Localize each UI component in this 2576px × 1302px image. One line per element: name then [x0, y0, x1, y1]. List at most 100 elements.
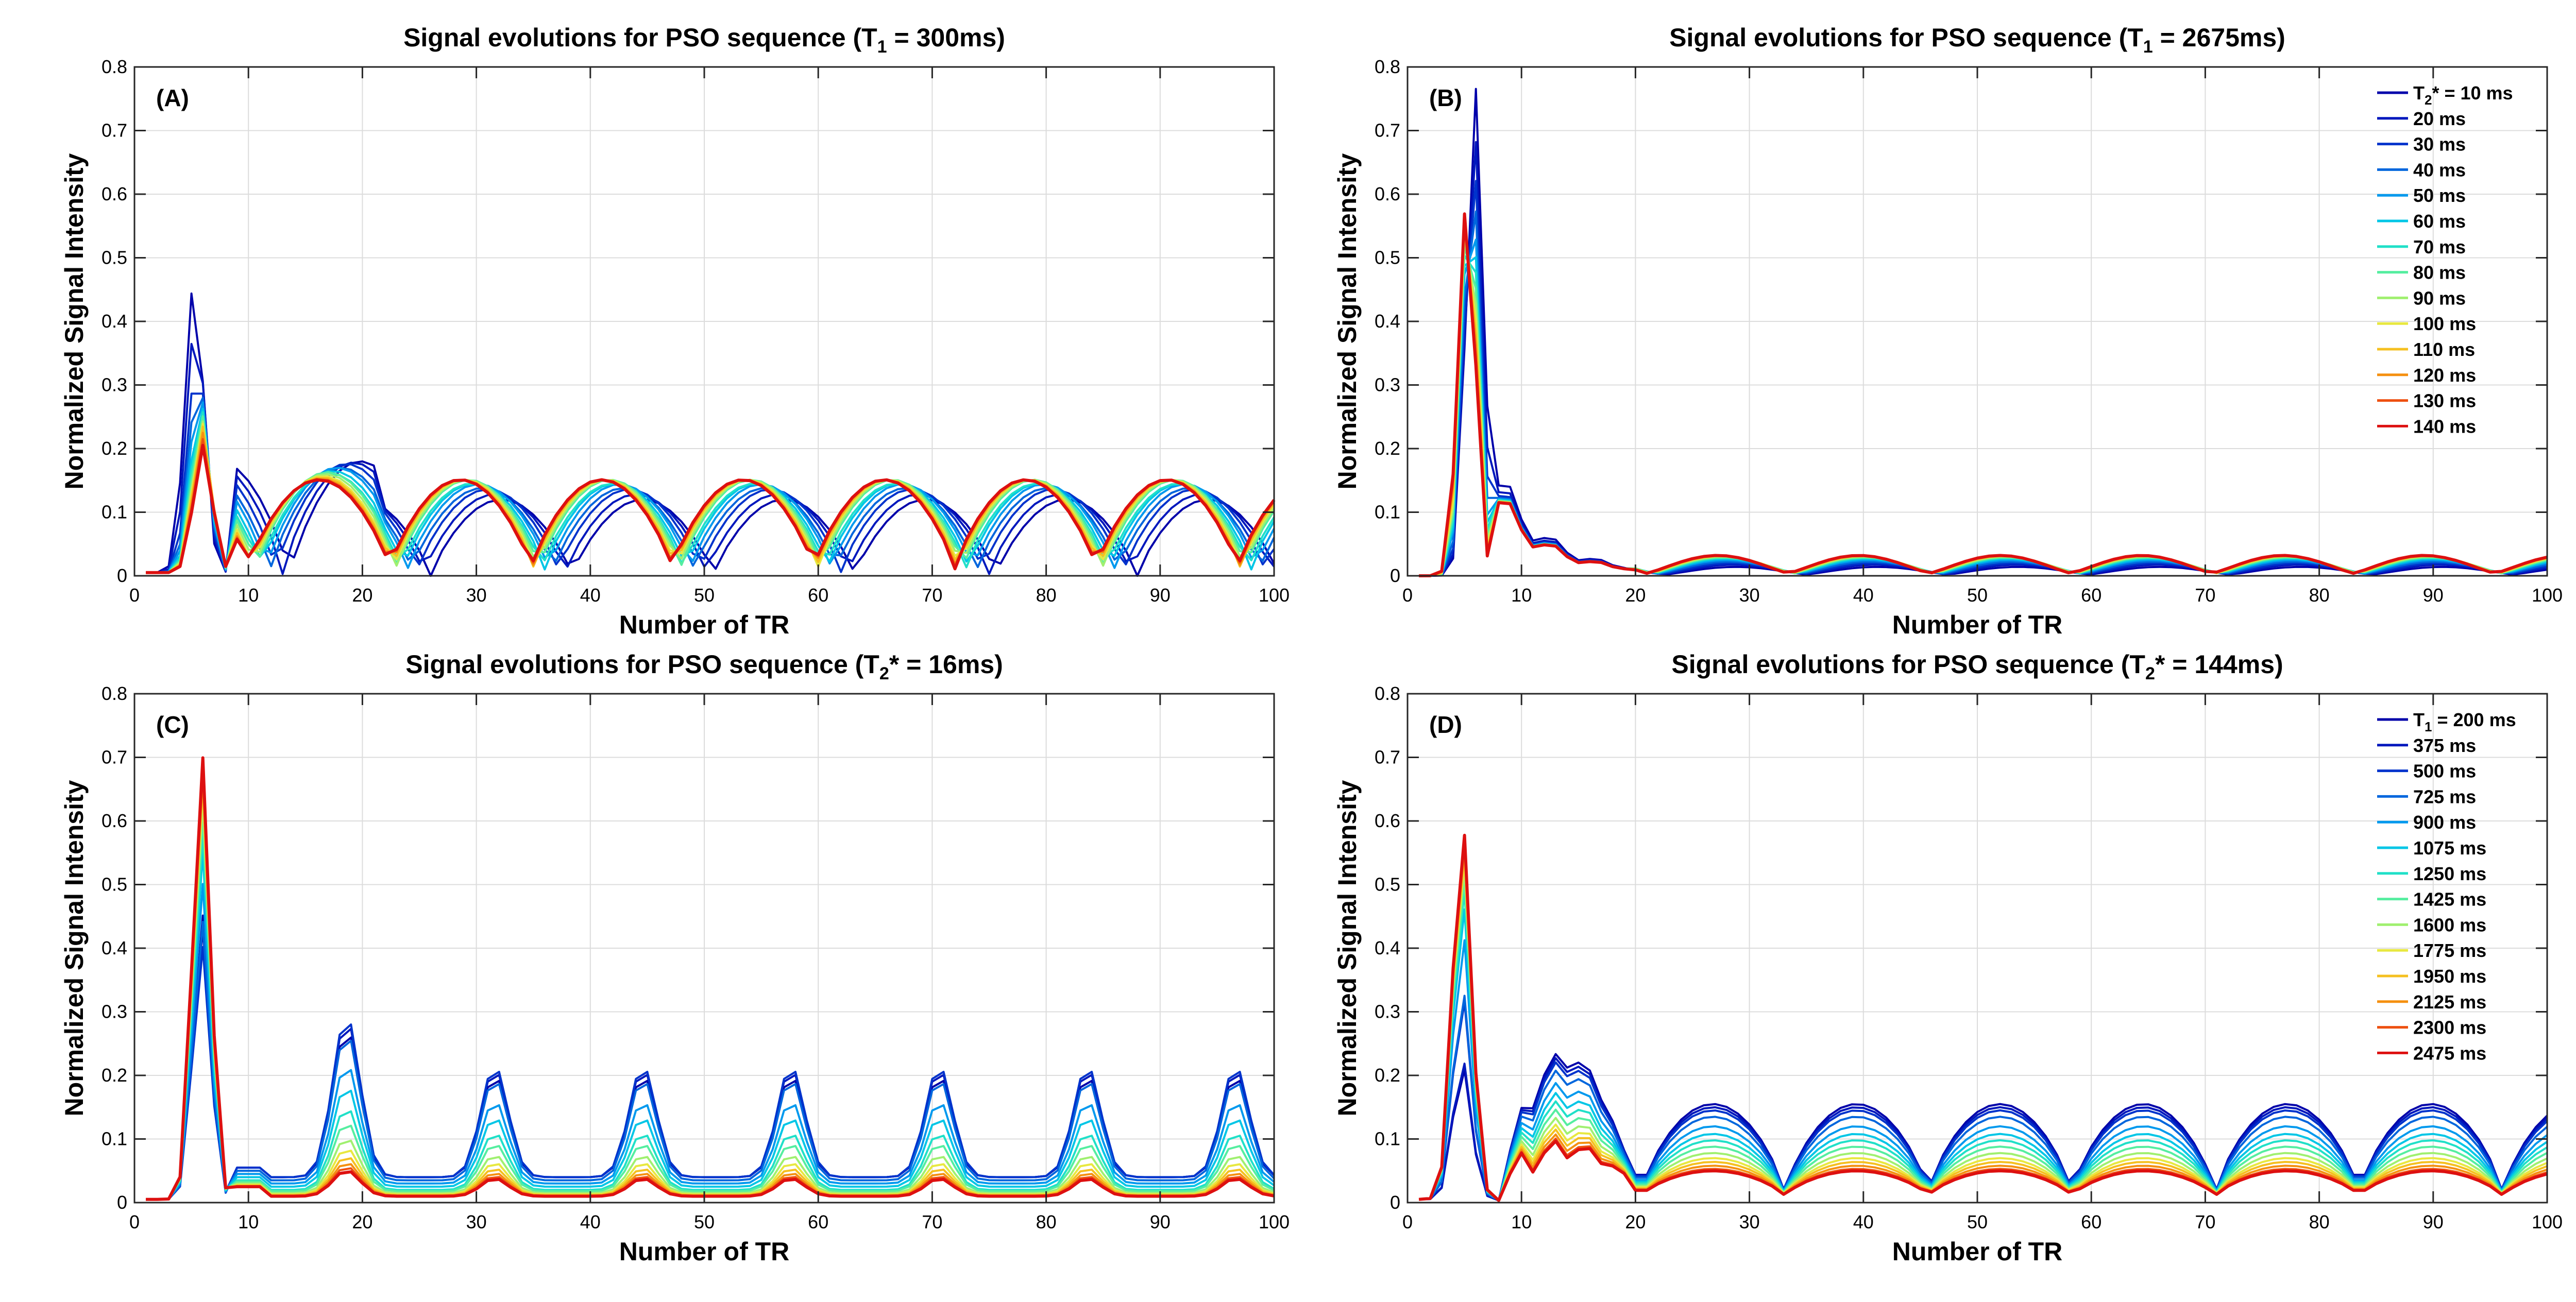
legend-entry: 130 ms — [2413, 390, 2476, 412]
chart-title: Signal evolutions for PSO sequence (T2* … — [405, 650, 1003, 683]
y-tick-label: 0.2 — [1375, 1065, 1400, 1086]
y-tick-label: 0.7 — [101, 747, 127, 768]
y-tick-label: 0 — [1390, 1192, 1400, 1213]
x-axis-label: Number of TR — [1892, 610, 2063, 639]
x-tick-label: 20 — [352, 1211, 372, 1232]
y-tick-label: 0.3 — [101, 1001, 127, 1022]
y-tick-label: 0.4 — [1375, 311, 1400, 332]
x-tick-label: 60 — [808, 585, 828, 606]
series-line — [1418, 889, 2548, 1202]
series-line — [146, 756, 1275, 1201]
legend-entry: 900 ms — [2413, 812, 2476, 833]
y-tick-label: 0 — [117, 565, 127, 586]
y-tick-label: 0.1 — [101, 502, 127, 523]
x-tick-label: 0 — [1402, 585, 1413, 606]
legend-entry: 60 ms — [2413, 211, 2466, 232]
y-tick-label: 0.6 — [101, 810, 127, 831]
legend-entry: 725 ms — [2413, 786, 2476, 807]
legend-entry: 2300 ms — [2413, 1017, 2486, 1038]
y-axis-label: Normalized Signal Intensity — [1333, 153, 1362, 489]
y-tick-label: 0.8 — [1375, 56, 1400, 77]
x-tick-label: 80 — [1036, 1211, 1057, 1232]
legend-entry: 2125 ms — [2413, 991, 2486, 1013]
x-tick-label: 10 — [1511, 1211, 1532, 1232]
series-line — [1418, 877, 2548, 1202]
legend-entry: 1775 ms — [2413, 940, 2486, 961]
legend-entry: 1075 ms — [2413, 837, 2486, 859]
y-tick-label: 0.4 — [1375, 937, 1400, 958]
x-tick-label: 10 — [238, 585, 259, 606]
x-tick-label: 60 — [2081, 585, 2102, 606]
x-tick-label: 20 — [1625, 1211, 1646, 1232]
series-line — [146, 920, 1275, 1201]
x-tick-label: 50 — [694, 585, 715, 606]
y-tick-label: 0.2 — [101, 1065, 127, 1086]
series-line — [146, 801, 1275, 1201]
y-tick-label: 0.6 — [101, 183, 127, 204]
x-tick-label: 20 — [1625, 585, 1646, 606]
legend-entry: 140 ms — [2413, 416, 2476, 437]
legend-entry: 90 ms — [2413, 287, 2466, 309]
panel-label: (D) — [1429, 711, 1462, 738]
legend-entry: 100 ms — [2413, 313, 2476, 334]
y-tick-label: 0.8 — [101, 683, 127, 704]
legend-entry: 50 ms — [2413, 185, 2466, 206]
legend-entry: T1 = 200 ms — [2413, 709, 2516, 734]
x-tick-label: 10 — [1511, 585, 1532, 606]
series-line — [146, 420, 1275, 574]
x-tick-label: 40 — [1853, 585, 1874, 606]
series-line — [1418, 833, 2548, 1202]
y-tick-label: 0.4 — [101, 311, 127, 332]
y-tick-label: 0.8 — [1375, 683, 1400, 704]
x-axis-label: Number of TR — [619, 610, 790, 639]
x-tick-label: 60 — [2081, 1211, 2102, 1232]
x-tick-label: 60 — [808, 1211, 828, 1232]
x-tick-label: 100 — [1259, 1211, 1290, 1232]
panel-3: 0 10 20 30 40 50 60 70 80 90 100 0 0.1 0.2 0.3 0.4 0.5 0.… — [60, 650, 1290, 1266]
chart-title: Signal evolutions for PSO sequence (T1 =… — [1669, 23, 2285, 57]
y-tick-label: 0.3 — [101, 374, 127, 396]
y-tick-label: 0.1 — [101, 1128, 127, 1150]
y-axis-label: Normalized Signal Intensity — [60, 780, 89, 1116]
x-tick-label: 50 — [694, 1211, 715, 1232]
series-line — [1418, 939, 2548, 1202]
x-tick-label: 0 — [1402, 1211, 1413, 1232]
series-line — [146, 443, 1276, 574]
x-tick-label: 30 — [466, 585, 487, 606]
y-tick-label: 0.5 — [101, 874, 127, 895]
x-tick-label: 30 — [1739, 1211, 1760, 1232]
x-tick-label: 50 — [1967, 585, 1988, 606]
legend-entry: 70 ms — [2413, 236, 2466, 258]
y-tick-label: 0.8 — [101, 56, 127, 77]
legend-entry: 40 ms — [2413, 159, 2466, 180]
legend-entry: 375 ms — [2413, 735, 2476, 756]
x-tick-label: 80 — [2309, 1211, 2330, 1232]
x-tick-label: 70 — [2195, 585, 2215, 606]
y-tick-label: 0.2 — [101, 438, 127, 459]
legend-entry: 2475 ms — [2413, 1042, 2486, 1064]
legend-entry: 30 ms — [2413, 134, 2466, 155]
x-tick-label: 100 — [2532, 1211, 2563, 1232]
x-tick-label: 90 — [2423, 1211, 2444, 1232]
y-tick-label: 0.3 — [1375, 374, 1400, 396]
legend-entry: 20 ms — [2413, 108, 2466, 129]
chart-title: Signal evolutions for PSO sequence (T1 =… — [403, 23, 1005, 57]
legend-entry: 1600 ms — [2413, 914, 2486, 935]
series-line — [146, 401, 1275, 574]
chart-title: Signal evolutions for PSO sequence (T2* … — [1671, 650, 2283, 683]
x-tick-label: 50 — [1967, 1211, 1988, 1232]
legend-entry: 110 ms — [2413, 339, 2475, 360]
x-tick-label: 90 — [1150, 1211, 1171, 1232]
y-tick-label: 0.6 — [1375, 810, 1400, 831]
panel-label: (C) — [156, 711, 189, 738]
series-line — [1418, 908, 2548, 1202]
x-tick-label: 90 — [2423, 585, 2444, 606]
legend-entry: 120 ms — [2413, 365, 2476, 386]
y-tick-label: 0 — [1390, 565, 1400, 586]
x-tick-label: 0 — [129, 1211, 140, 1232]
y-tick-label: 0.1 — [1375, 502, 1400, 523]
series-line — [146, 425, 1275, 574]
legend-entry: 1425 ms — [2413, 889, 2486, 910]
series-line — [146, 415, 1275, 574]
legend-entry: 500 ms — [2413, 761, 2476, 782]
